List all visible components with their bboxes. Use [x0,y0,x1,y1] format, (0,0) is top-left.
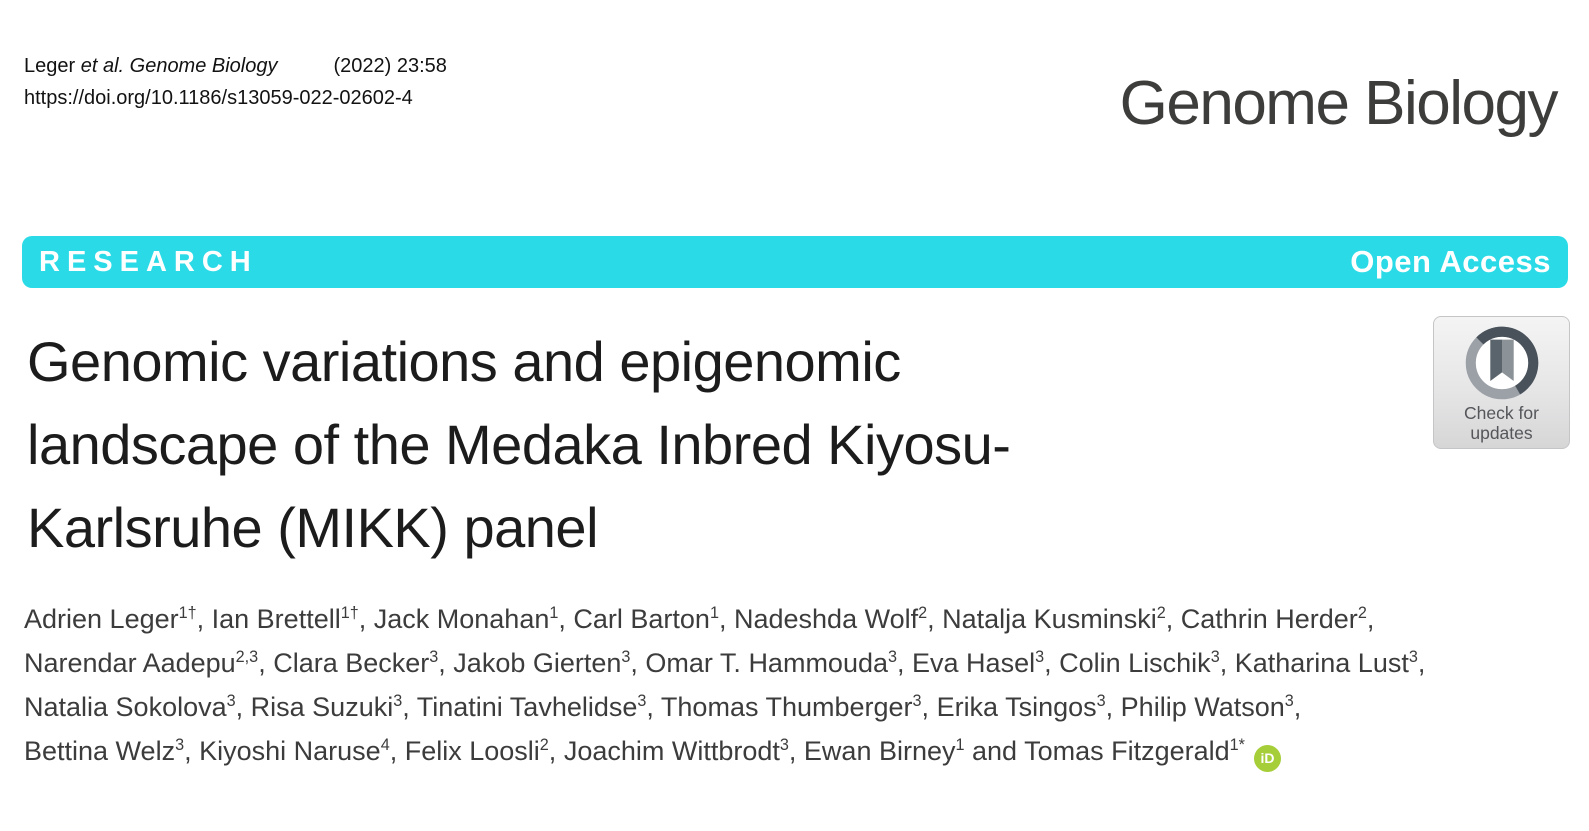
author-affiliation-superscript: 3 [621,648,631,666]
author-name: Omar T. Hammouda3 [645,648,898,678]
author-affiliation-superscript: 2 [539,736,549,754]
open-access-label: Open Access [1350,244,1551,279]
article-title: Genomic variations and epigenomic landsc… [27,330,1011,559]
author-affiliation-superscript: 1† [178,604,197,622]
author-affiliation-superscript: 3 [1284,692,1294,710]
author-line: Natalia Sokolova3, Risa Suzuki3, Tinatin… [24,692,1302,722]
author-line: Narendar Aadepu2,3, Clara Becker3, Jakob… [24,648,1426,678]
author-affiliation-superscript: 1* [1229,736,1245,754]
author-name: Bettina Welz3 [24,736,185,766]
author-affiliation-superscript: 4 [380,736,390,754]
author-name: Narendar Aadepu2,3 [24,648,259,678]
author-name: Natalia Sokolova3 [24,692,236,722]
author-affiliation-superscript: 3 [779,736,789,754]
author-name: Kiyoshi Naruse4 [199,736,390,766]
author-affiliation-superscript: 3 [226,692,236,710]
author-name: Philip Watson3 [1120,692,1294,722]
author-name: Clara Becker3 [273,648,439,678]
author-affiliation-superscript: 1 [549,604,559,622]
author-line: Adrien Leger1†, Ian Brettell1†, Jack Mon… [24,604,1375,634]
author-affiliation-superscript: 1† [340,604,359,622]
citation-journal: et al. Genome Biology [80,55,278,77]
author-line: Bettina Welz3, Kiyoshi Naruse4, Felix Lo… [24,729,1425,773]
author-affiliation-superscript: 3 [912,692,922,710]
author-affiliation-superscript: 3 [1210,648,1220,666]
author-affiliation-superscript: 3 [393,692,403,710]
citation-issue: (2022) 23:58 [333,55,447,77]
author-name: Eva Hasel3 [912,648,1045,678]
author-name: Cathrin Herder2 [1180,604,1367,634]
author-affiliation-superscript: 3 [429,648,439,666]
author-name: Risa Suzuki3 [250,692,403,722]
author-affiliation-superscript: 2,3 [235,648,259,666]
author-affiliation-superscript: 3 [175,736,185,754]
author-affiliation-superscript: 1 [955,736,965,754]
author-name: Ian Brettell1† [211,604,359,634]
article-type-label: RESEARCH [39,245,258,278]
author-affiliation-superscript: 3 [888,648,898,666]
doi-link[interactable]: https://doi.org/10.1186/s13059-022-02602… [24,87,413,109]
author-name: Carl Barton1 [573,604,719,634]
check-for-updates-button[interactable]: Check for updates [1433,316,1570,449]
author-name: Erika Tsingos3 [936,692,1106,722]
author-name: Thomas Thumberger3 [660,692,922,722]
author-name: Jakob Gierten3 [453,648,631,678]
crossmark-icon [1465,326,1538,400]
journal-logo: Genome Biology [1119,69,1559,138]
author-name: Colin Lischik3 [1059,648,1220,678]
author-name: Natalja Kusminski2 [942,604,1166,634]
check-for-updates-label: Check for updates [1464,403,1539,443]
author-affiliation-superscript: 1 [709,604,719,622]
author-affiliation-superscript: 3 [1096,692,1106,710]
author-affiliation-superscript: 2 [1357,604,1367,622]
citation-line: Leger et al. Genome Biology (2022) 23:58 [24,50,447,82]
author-name: Katharina Lust3 [1234,648,1418,678]
orcid-icon[interactable]: iD [1253,745,1281,772]
author-affiliation-superscript: 2 [1156,604,1166,622]
author-affiliation-superscript: 3 [1035,648,1045,666]
author-name: Jack Monahan1 [373,604,559,634]
author-name: Ewan Birney1 [803,736,965,766]
author-affiliation-superscript: 3 [1408,648,1418,666]
author-name: Tomas Fitzgerald1* [1024,736,1245,766]
author-affiliation-superscript: 2 [918,604,928,622]
author-name: Adrien Leger1† [24,604,197,634]
author-affiliation-superscript: 3 [637,692,647,710]
author-name: Joachim Wittbrodt3 [563,736,789,766]
author-name: Tinatini Tavhelidse3 [416,692,647,722]
article-type-banner: RESEARCH Open Access [22,236,1568,288]
author-list: Adrien Leger1†, Ian Brettell1†, Jack Mon… [24,597,1425,773]
citation-authors: Leger [24,55,81,77]
author-name: Nadeshda Wolf2 [733,604,928,634]
author-name: Felix Loosli2 [404,736,549,766]
citation-block: Leger et al. Genome Biology (2022) 23:58 … [24,50,447,114]
